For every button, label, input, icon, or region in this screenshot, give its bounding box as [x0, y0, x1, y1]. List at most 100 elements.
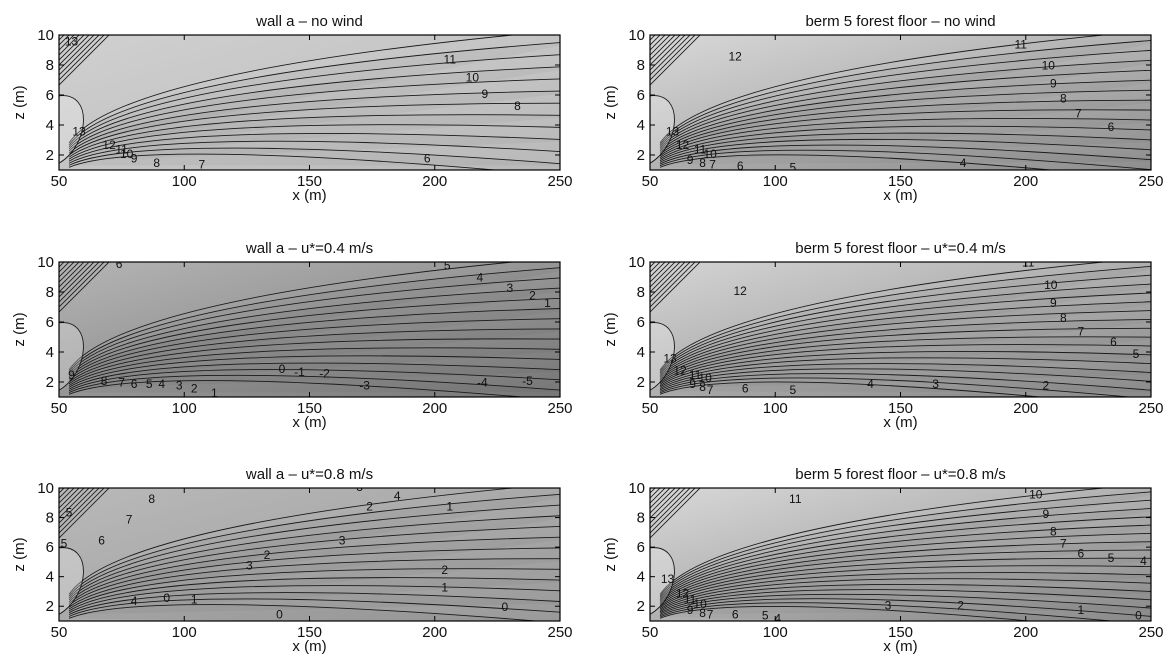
contour-line [659, 274, 1151, 374]
contour-line [659, 118, 1151, 158]
x-tick-label: 200 [422, 173, 447, 190]
contour-line [659, 351, 1151, 387]
x-axis-label: x (m) [883, 187, 917, 204]
contour-line [68, 90, 560, 154]
contour-line [659, 488, 1109, 595]
y-tick-label: 10 [37, 480, 54, 497]
contour-label: 8 [148, 492, 155, 506]
contour-line [659, 549, 1151, 606]
contour-line [68, 362, 560, 390]
contour-label: 9 [1050, 296, 1057, 310]
plot-background [59, 35, 560, 170]
contour-line [650, 488, 701, 539]
y-axis-label: z (m) [602, 312, 619, 346]
contour-line [59, 262, 80, 283]
contour-line [650, 262, 681, 293]
contour-label: 5 [789, 161, 796, 175]
contour-line [650, 488, 656, 494]
contour-line [650, 322, 675, 391]
contour-line [59, 35, 90, 66]
contour-line [68, 140, 560, 164]
y-tick-label: 2 [46, 598, 54, 615]
contour-line [68, 568, 560, 610]
contour-label: 7 [118, 376, 125, 390]
contour-label: 1 [446, 499, 453, 513]
contour-label: 6 [98, 533, 105, 547]
contour-line [68, 267, 560, 373]
contour-label: 6 [742, 382, 749, 396]
x-tick-label: 100 [763, 173, 788, 190]
contour-line [59, 262, 65, 268]
plot-background [650, 35, 1151, 170]
contour-label: 4 [867, 377, 874, 391]
contour-label: 13 [663, 352, 677, 366]
contour-line [68, 308, 560, 379]
panel-title: berm 5 forest floor – no wind [805, 13, 995, 30]
contour-line [59, 262, 90, 293]
contour-label: 5 [789, 383, 796, 397]
contour-line [59, 488, 100, 529]
panel-title: wall a – u*=0.8 m/s [245, 466, 373, 483]
contour-label: 4 [476, 271, 483, 285]
contour-line [59, 488, 70, 499]
y-tick-label: 8 [46, 510, 54, 527]
contour-label: -2 [319, 367, 330, 381]
x-tick-label: 250 [1138, 400, 1163, 417]
contour-line [59, 35, 75, 51]
contour-label: 9 [1042, 507, 1049, 521]
contour-label: 8 [1060, 92, 1067, 106]
contour-line [650, 262, 696, 308]
y-tick-label: 2 [637, 598, 645, 615]
contour-label: 7 [198, 158, 205, 172]
contour-label: 3 [356, 480, 363, 494]
x-tick-label: 150 [888, 624, 913, 641]
y-tick-label: 6 [46, 539, 54, 556]
contour-line [68, 318, 560, 381]
contour-label: 8 [699, 606, 706, 620]
contour-line [68, 153, 501, 170]
contour-line [659, 377, 1134, 397]
contour-label: 4 [960, 156, 967, 170]
x-tick-label: 100 [763, 624, 788, 641]
y-tick-label: 8 [637, 57, 645, 74]
contour-line [59, 547, 84, 615]
contour-line [59, 322, 84, 391]
y-tick-label: 2 [637, 374, 645, 391]
contour-line [68, 66, 560, 150]
panel-title: wall a – no wind [255, 13, 363, 30]
contour-line [650, 35, 671, 56]
contour-line [659, 319, 1151, 381]
x-tick-label: 250 [547, 173, 572, 190]
contour-line [68, 536, 560, 604]
x-tick-label: 50 [642, 173, 659, 190]
contour-label: 2 [529, 289, 536, 303]
contour-line [659, 265, 1151, 372]
contour-line [59, 488, 65, 494]
contour-line [659, 59, 1151, 149]
x-tick-label: 50 [642, 624, 659, 641]
y-tick-label: 10 [628, 27, 645, 44]
contour-label: 12 [673, 364, 687, 378]
contour-label: 2 [1042, 379, 1049, 393]
contour-label: 0 [163, 591, 170, 605]
contour-label: 12 [676, 138, 690, 152]
x-tick-label: 150 [888, 400, 913, 417]
x-tick-label: 100 [763, 400, 788, 417]
contour-line [59, 488, 95, 524]
x-tick-label: 200 [1013, 400, 1038, 417]
contour-label: 12 [734, 284, 748, 298]
contour-line [68, 488, 518, 595]
contour-label: 2 [191, 382, 198, 396]
contour-label: 4 [774, 612, 781, 626]
x-tick-label: 200 [422, 400, 447, 417]
contour-line [659, 532, 1151, 603]
contour-line [59, 35, 85, 61]
contour-label: 13 [666, 125, 680, 139]
contour-label: 7 [1075, 107, 1082, 121]
contour-line [659, 602, 1117, 621]
contour-line [659, 89, 1151, 154]
contour-label: 3 [507, 281, 514, 295]
